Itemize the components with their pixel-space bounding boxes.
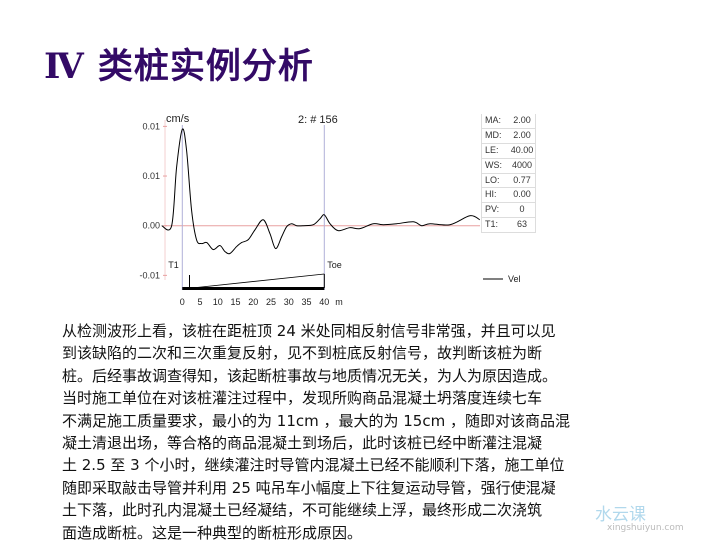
scale-bar xyxy=(182,287,325,290)
param-row: MA: 2.00 xyxy=(482,114,536,129)
y-tick-label: 0.01 xyxy=(142,121,160,131)
x-tick-label: 5 xyxy=(198,297,203,307)
param-value: 2.00 xyxy=(513,115,531,125)
param-key: MA: xyxy=(485,115,502,125)
param-value: 40.00 xyxy=(510,144,534,155)
body-line: 到该缺陷的二次和三次重复反射，见不到桩底反射信号，故判断该桩为断 xyxy=(62,344,543,363)
param-value: 0.77 xyxy=(513,174,531,185)
x-axis-unit: m xyxy=(335,297,343,307)
param-value: 2.00 xyxy=(513,129,531,140)
slide-title: Ⅳ 类桩实例分析 xyxy=(44,46,314,87)
body-line: 不满足施工质量要求，最小的为 11cm ，最大的为 15cm ，随即对该商品混 xyxy=(62,411,570,430)
param-key: HI: xyxy=(485,189,497,200)
param-key: WS: xyxy=(485,159,502,170)
param-row: T1: 63 xyxy=(482,218,536,234)
chart-header: 2: # 156 xyxy=(298,114,338,126)
x-tick-label: 0 xyxy=(180,297,185,307)
body-line: 随即采取敲击导管并利用 25 吨吊车小幅度上下往复运动导管，强行使混凝 xyxy=(62,478,556,497)
param-row: HI: 0.00 xyxy=(482,188,536,204)
param-value: 0 xyxy=(519,204,525,215)
unit-label: cm/s xyxy=(166,113,190,125)
body-line: 凝土清退出场，等合格的商品混凝土到场后，此时该桩已经中断灌注混凝 xyxy=(62,434,543,453)
param-row: WS: 4000 xyxy=(482,158,536,174)
x-tick-label: 10 xyxy=(213,297,223,307)
param-value: 63 xyxy=(516,219,527,230)
body-line: 桩。后经事故调查得知，该起断桩事故与地质情况无关，为人为原因造成。 xyxy=(62,366,558,385)
param-key: MD: xyxy=(485,129,502,140)
y-tick-label: 0.00 xyxy=(142,221,160,231)
param-key: LE: xyxy=(485,144,499,155)
body-line: 面造成断桩。这是一种典型的断桩形成原因。 xyxy=(62,523,363,542)
param-key: T1: xyxy=(485,219,499,230)
vel-trace xyxy=(161,128,481,255)
pile-velocity-chart: 0.01 0.01 0.00 -0.01 cm/s 2: # 156 T1 Toe 0 5 10 15… xyxy=(139,113,521,307)
param-row: PV: 0 xyxy=(482,203,536,219)
watermark-url: xingshuiyun.com xyxy=(607,523,684,533)
body-line: 土 2.5 至 3 个小时，继续灌注时导管内混凝土已经不能顺利下落，施工单位 xyxy=(62,456,565,475)
x-tick-label: 20 xyxy=(248,297,258,307)
x-tick-label: 40 xyxy=(319,297,329,307)
watermark-logo: 水云课 xyxy=(595,505,646,525)
x-tick-label: 15 xyxy=(231,297,241,307)
body-line: 土下落，此时孔内混凝土已经凝结，不可能继续上浮，最终形成二次浇筑 xyxy=(62,501,543,520)
param-row: LO: 0.77 xyxy=(482,173,536,189)
legend-label: Vel xyxy=(508,274,521,284)
x-tick-label: 30 xyxy=(284,297,294,307)
param-value: 4000 xyxy=(511,159,533,170)
param-key: LO: xyxy=(485,174,500,185)
param-row: LE: 40.00 xyxy=(482,143,536,159)
y-tick-label: -0.01 xyxy=(139,270,160,280)
y-tick-label: 0.01 xyxy=(142,171,160,181)
body-line: 当时施工单位在对该桩灌注过程中，发现所购商品混凝土坍落度连续七车 xyxy=(62,389,543,408)
marker-label: T1 xyxy=(168,260,179,270)
body-line: 从检测波形上看，该桩在距桩顶 24 米处同相反射信号非常强，并且可以见 xyxy=(62,322,556,340)
param-value: 0.00 xyxy=(513,189,531,200)
param-row: MD: 2.00 xyxy=(482,128,536,144)
parameter-table: MA: 2.00 MD: 2.00 LE: 40.00 WS: 4000 LO: 0.77 HI: 0… xyxy=(481,114,536,234)
body-text: 从检测波形上看，该桩在距桩顶 24 米处同相反射信号非常强，并且可以见 到该缺陷的… xyxy=(62,320,662,544)
param-key: PV: xyxy=(485,204,500,215)
marker-label: Toe xyxy=(327,260,342,270)
x-tick-label: 25 xyxy=(266,297,276,307)
scale-slope-line xyxy=(191,273,325,289)
x-tick-label: 35 xyxy=(302,297,312,307)
